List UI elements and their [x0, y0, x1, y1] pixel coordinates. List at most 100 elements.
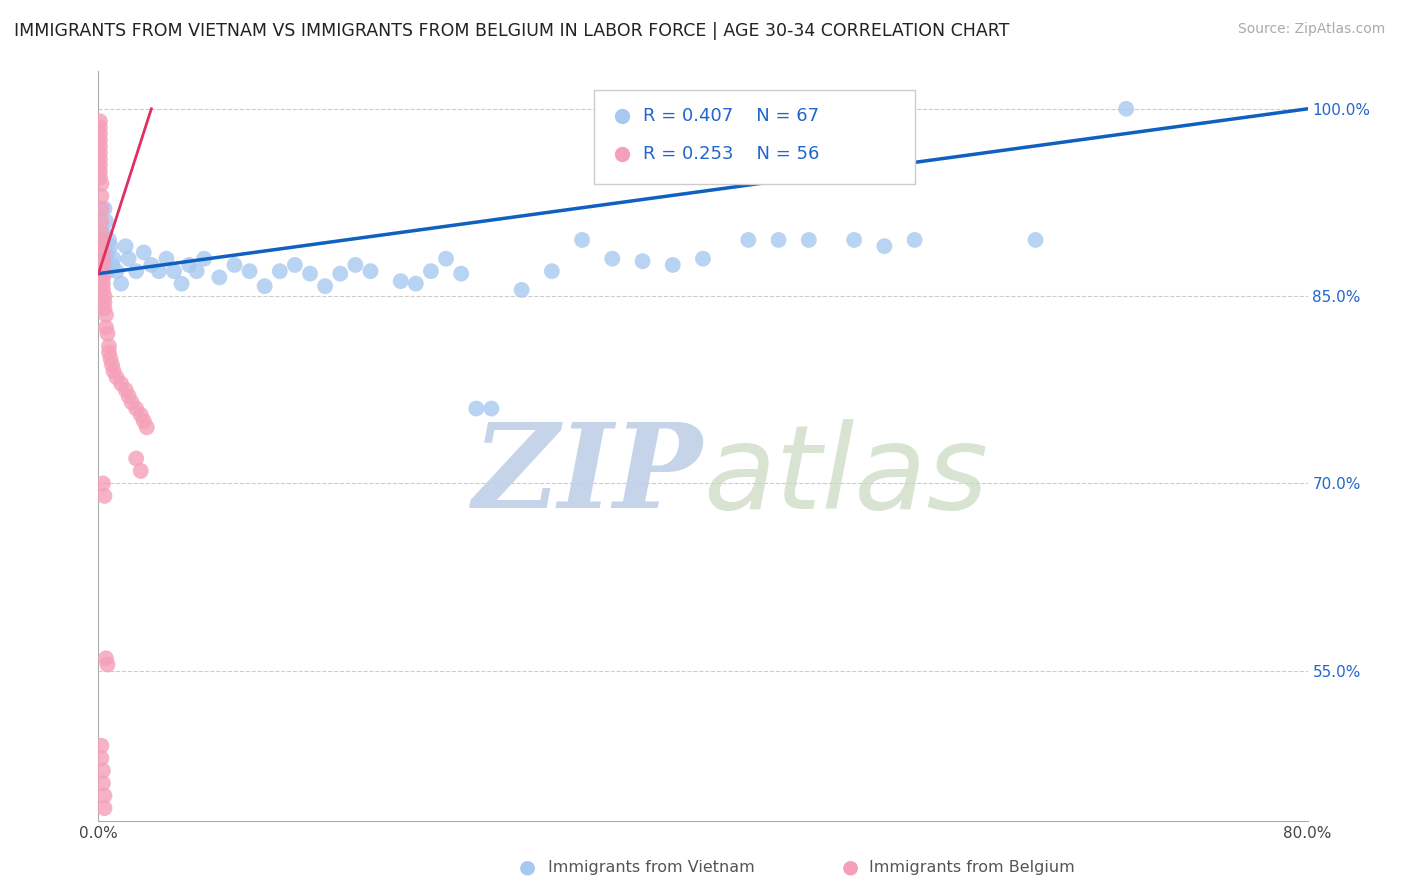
Point	[91, 776, 114, 790]
Text: ZIP: ZIP	[472, 418, 703, 533]
Point	[96, 657, 118, 672]
Point	[135, 420, 157, 434]
Point	[132, 245, 155, 260]
Point	[148, 264, 170, 278]
Point	[692, 252, 714, 266]
Point	[465, 401, 488, 416]
Point	[93, 289, 115, 303]
Point	[103, 364, 125, 378]
Point	[91, 264, 114, 278]
Point	[129, 464, 152, 478]
Point	[170, 277, 193, 291]
Point	[741, 177, 763, 191]
Point	[360, 264, 382, 278]
Point	[90, 189, 112, 203]
Point	[405, 277, 427, 291]
Point	[100, 351, 122, 366]
Point	[89, 120, 111, 135]
Text: R = 0.407    N = 67: R = 0.407 N = 67	[643, 107, 818, 125]
Point	[90, 751, 112, 765]
Point	[125, 451, 148, 466]
Point	[89, 145, 111, 160]
Point	[389, 274, 412, 288]
Point	[94, 651, 117, 665]
Point	[90, 227, 112, 241]
Point	[129, 408, 152, 422]
Point	[737, 233, 759, 247]
Text: ●: ●	[519, 857, 536, 877]
Point	[96, 245, 118, 260]
Point	[105, 264, 128, 278]
Point	[89, 252, 111, 266]
Point	[91, 277, 114, 291]
Point	[98, 339, 121, 353]
Point	[110, 376, 132, 391]
Point	[90, 245, 112, 260]
Point	[450, 267, 472, 281]
Point	[121, 395, 143, 409]
Point	[89, 258, 111, 272]
Point	[110, 277, 132, 291]
Point	[481, 401, 503, 416]
Point	[93, 801, 115, 815]
Point	[141, 258, 163, 272]
Point	[844, 233, 866, 247]
Point	[420, 264, 443, 278]
Point	[873, 239, 896, 253]
Point	[89, 170, 111, 185]
Point	[91, 258, 114, 272]
Point	[90, 739, 112, 753]
Point	[253, 279, 276, 293]
Point	[904, 233, 927, 247]
Point	[1115, 102, 1137, 116]
Point	[571, 233, 593, 247]
Point	[93, 789, 115, 803]
Point	[94, 320, 117, 334]
Point	[299, 267, 322, 281]
Point	[89, 164, 111, 178]
Point	[98, 233, 121, 247]
Point	[89, 158, 111, 172]
Point	[186, 264, 208, 278]
Point	[602, 252, 624, 266]
Point	[91, 476, 114, 491]
Point	[91, 258, 114, 272]
Point	[90, 239, 112, 253]
Point	[118, 252, 141, 266]
Text: R = 0.253    N = 56: R = 0.253 N = 56	[643, 145, 818, 162]
Point	[89, 114, 111, 128]
Text: IMMIGRANTS FROM VIETNAM VS IMMIGRANTS FROM BELGIUM IN LABOR FORCE | AGE 30-34 CO: IMMIGRANTS FROM VIETNAM VS IMMIGRANTS FR…	[14, 22, 1010, 40]
Point	[94, 252, 117, 266]
Point	[239, 264, 262, 278]
Point	[93, 295, 115, 310]
Point	[89, 152, 111, 166]
Point	[125, 401, 148, 416]
Point	[344, 258, 367, 272]
Point	[91, 252, 114, 266]
Point	[103, 252, 125, 266]
Point	[90, 177, 112, 191]
Point	[314, 279, 336, 293]
Point	[90, 227, 112, 241]
Point	[163, 264, 186, 278]
Point	[768, 233, 790, 247]
Point	[101, 258, 124, 272]
Point	[90, 214, 112, 228]
Point	[96, 264, 118, 278]
Point	[105, 370, 128, 384]
Point	[91, 233, 114, 247]
Point	[89, 133, 111, 147]
Point	[89, 233, 111, 247]
Point	[91, 252, 114, 266]
Point	[114, 383, 136, 397]
Point	[91, 283, 114, 297]
Point	[661, 258, 683, 272]
Point	[96, 326, 118, 341]
Point	[193, 252, 215, 266]
Point	[329, 267, 352, 281]
Point	[89, 239, 111, 253]
Text: atlas: atlas	[703, 419, 988, 533]
Point	[510, 283, 533, 297]
Point	[101, 358, 124, 372]
Point	[100, 239, 122, 253]
